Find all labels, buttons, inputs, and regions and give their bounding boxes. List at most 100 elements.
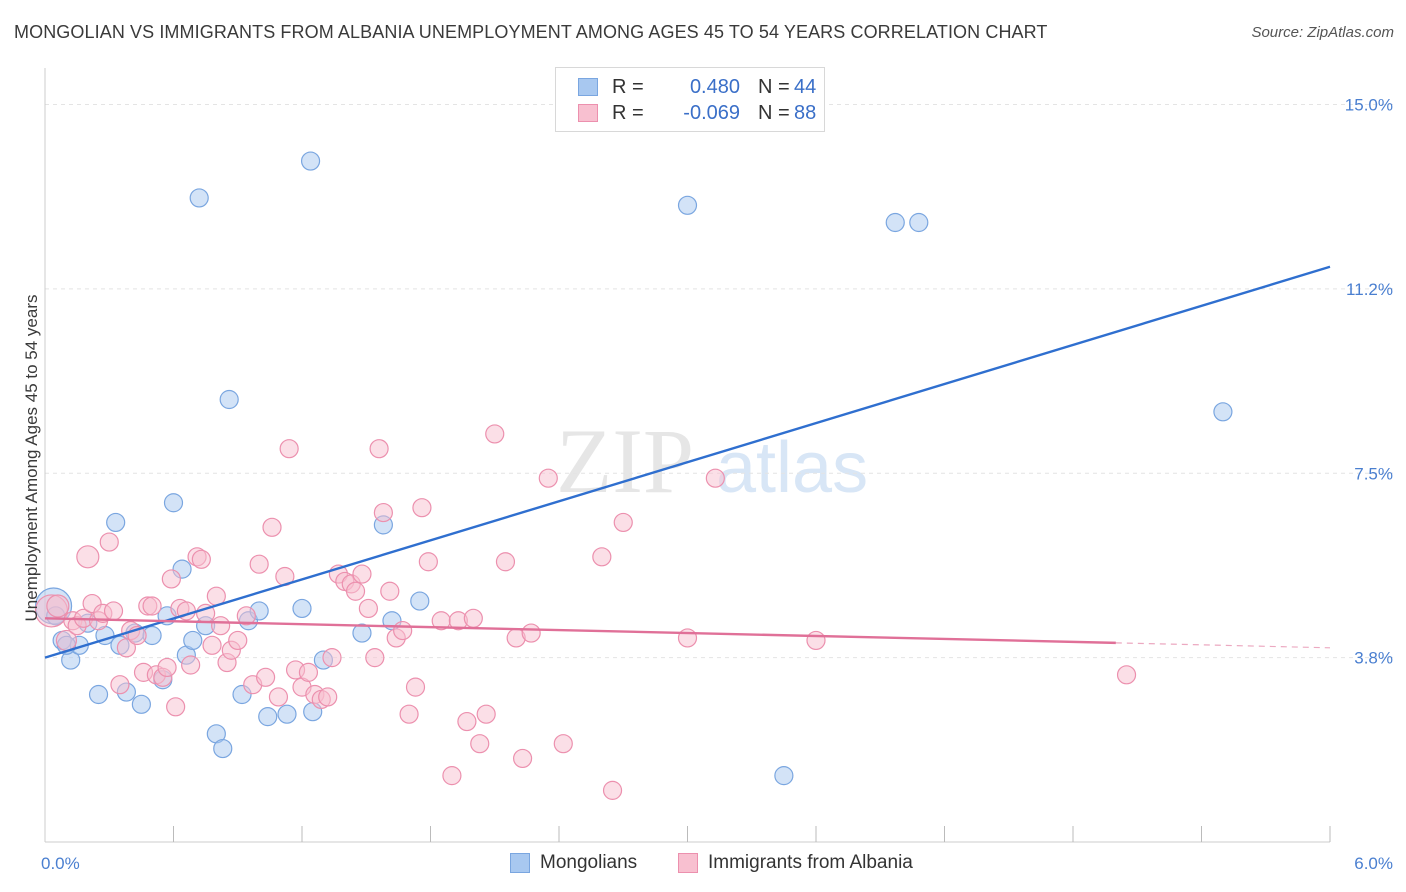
data-point — [189, 188, 209, 208]
data-point — [553, 734, 573, 754]
data-point — [277, 704, 297, 724]
data-point — [279, 439, 299, 459]
data-point — [166, 697, 186, 717]
legend-r-label: R = — [612, 102, 644, 124]
data-point — [255, 667, 276, 687]
data-points — [34, 151, 1233, 800]
data-point — [358, 598, 378, 619]
data-point — [157, 657, 177, 678]
data-point — [46, 594, 70, 618]
data-point — [521, 623, 541, 643]
data-point — [268, 687, 289, 707]
legend-swatch-albania — [678, 853, 698, 873]
data-point — [365, 648, 385, 668]
y-tick-label: 15.0% — [1345, 96, 1393, 115]
data-point — [161, 569, 181, 589]
data-point — [352, 564, 372, 584]
legend-label-mongolians: Mongolians — [540, 852, 638, 873]
data-point — [677, 628, 698, 648]
data-point — [76, 545, 100, 569]
correlation-legend: R = 0.480 N = 44 R = -0.069 N = 88 — [555, 67, 825, 132]
data-point — [705, 468, 725, 488]
data-point — [393, 620, 413, 641]
legend-label-albania: Immigrants from Albania — [708, 852, 913, 873]
data-point — [885, 212, 905, 233]
data-point — [352, 623, 372, 643]
data-point — [106, 512, 126, 533]
data-point — [300, 151, 321, 171]
data-point — [405, 677, 426, 697]
series-albania — [34, 424, 1137, 800]
data-point — [262, 517, 282, 537]
data-point — [322, 648, 342, 668]
data-point — [181, 655, 201, 675]
trend-line-albania — [44, 617, 1116, 645]
data-point — [236, 606, 256, 626]
data-point — [292, 598, 312, 619]
data-point — [909, 212, 929, 233]
data-point — [219, 389, 239, 410]
data-point — [457, 711, 477, 732]
legend-n-label: N = — [758, 102, 790, 124]
legend-swatch-albania — [578, 104, 598, 122]
legend-n-value: 88 — [794, 102, 817, 124]
data-point — [369, 439, 389, 459]
legend-r-label: R = — [612, 76, 644, 98]
data-point — [476, 704, 496, 724]
legend-n-label: N = — [758, 76, 790, 98]
trend-line-albania-extension — [1115, 642, 1331, 649]
data-point — [418, 552, 438, 572]
data-point — [774, 766, 794, 786]
data-point — [592, 547, 612, 567]
axes — [44, 68, 1331, 843]
chart-title: MONGOLIAN VS IMMIGRANTS FROM ALBANIA UNE… — [14, 22, 1048, 42]
data-point — [318, 687, 338, 707]
data-point — [399, 704, 419, 724]
data-point — [345, 581, 366, 601]
trend-lines — [44, 265, 1331, 659]
legend-swatch-mongolians — [578, 78, 598, 96]
y-tick-label: 11.2% — [1346, 280, 1393, 299]
trend-line-mongolians — [44, 265, 1331, 659]
data-point — [380, 581, 400, 601]
data-point — [103, 601, 124, 621]
data-point — [191, 549, 211, 569]
data-point — [613, 512, 633, 533]
data-point — [258, 707, 278, 727]
tick-labels: 3.8% 7.5% 11.2% 15.0% 0.0% 6.0% — [41, 96, 1393, 874]
y-tick-label: 7.5% — [1354, 464, 1393, 483]
y-axis-label: Unemployment Among Ages 45 to 54 years — [22, 295, 41, 622]
data-point — [677, 195, 698, 215]
data-point — [470, 734, 490, 754]
data-point — [142, 596, 162, 616]
y-tick-label: 3.8% — [1354, 649, 1393, 668]
data-point — [213, 738, 233, 759]
data-point — [211, 616, 231, 636]
x-tick-label: 6.0% — [1354, 854, 1393, 873]
data-point — [249, 554, 269, 574]
data-point — [228, 630, 248, 651]
watermark: ZIP atlas — [556, 410, 868, 512]
grid-lines — [45, 104, 1395, 659]
series-legend: Mongolians Immigrants from Albania — [0, 852, 1406, 878]
data-point — [99, 532, 119, 552]
data-point — [202, 635, 222, 655]
legend-n-value: 44 — [794, 76, 817, 98]
data-point — [806, 630, 826, 651]
x-tick-label: 0.0% — [41, 854, 80, 873]
data-point — [512, 748, 533, 769]
data-point — [1213, 402, 1233, 422]
data-point — [602, 780, 623, 800]
data-point — [410, 591, 430, 611]
data-point — [538, 468, 558, 488]
data-point — [183, 630, 203, 651]
data-point — [412, 498, 432, 518]
data-point — [1116, 665, 1137, 685]
source-label: Source: ZipAtlas.com — [1251, 24, 1394, 41]
data-point — [131, 694, 151, 714]
watermark-atlas: atlas — [716, 428, 868, 508]
legend-r-value: -0.069 — [683, 102, 740, 124]
data-point — [463, 608, 483, 628]
legend-swatch-mongolians — [510, 853, 530, 873]
